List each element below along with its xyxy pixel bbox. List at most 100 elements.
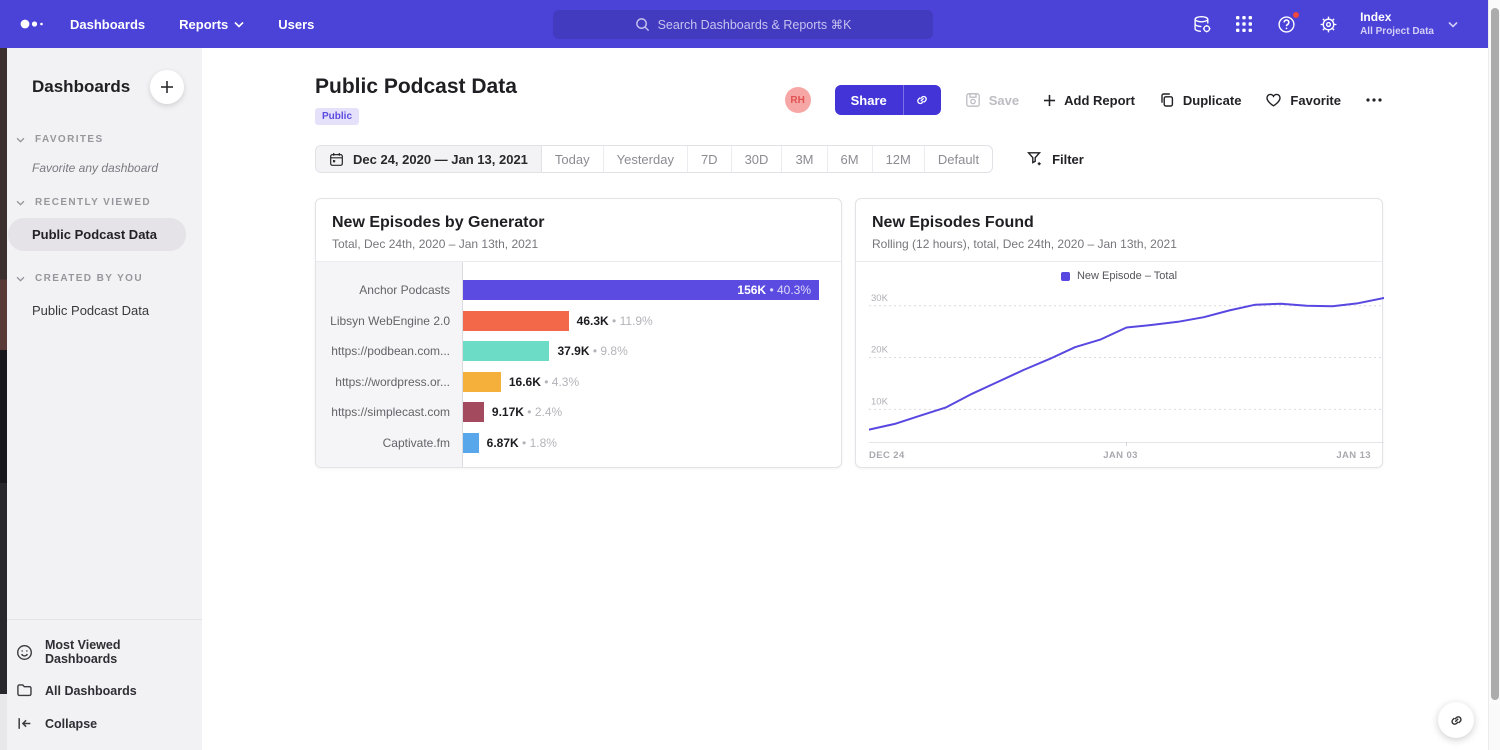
bar-chart-title: New Episodes by Generator	[332, 214, 825, 232]
bar[interactable]	[463, 402, 484, 422]
bar[interactable]	[463, 372, 501, 392]
sidebar: Dashboards FAVORITES Favorite any dashbo…	[0, 48, 202, 750]
more-options-button[interactable]	[1365, 97, 1383, 103]
line-chart-card: New Episodes Found Rolling (12 hours), t…	[855, 198, 1383, 468]
x-tick-label: JAN 03	[1103, 450, 1138, 461]
nav-dashboards[interactable]: Dashboards	[70, 17, 145, 32]
favorite-button[interactable]: Favorite	[1265, 92, 1341, 108]
preset-3m[interactable]: 3M	[782, 146, 827, 172]
bar[interactable]	[463, 433, 479, 453]
preset-default[interactable]: Default	[925, 146, 992, 172]
section-recently-viewed[interactable]: RECENTLY VIEWED	[0, 197, 202, 208]
x-tick-label: DEC 24	[869, 450, 905, 461]
legend-swatch	[1061, 272, 1070, 281]
svg-text:30K: 30K	[871, 293, 889, 304]
filter-funnel-icon	[1027, 151, 1043, 167]
collapse-sidebar-button[interactable]: Collapse	[0, 707, 202, 740]
preset-12m[interactable]: 12M	[873, 146, 925, 172]
svg-text:10K: 10K	[871, 396, 889, 407]
share-link-button[interactable]	[903, 85, 941, 115]
plus-icon	[160, 80, 174, 94]
search-placeholder: Search Dashboards & Reports ⌘K	[658, 17, 852, 32]
page-scrollbar[interactable]	[1488, 0, 1500, 750]
date-presets: TodayYesterday7D30D3M6M12MDefault	[542, 146, 992, 172]
all-dashboards-button[interactable]: All Dashboards	[0, 674, 202, 707]
bar-category-label: Captivate.fm	[316, 436, 463, 450]
ellipsis-icon	[1365, 97, 1383, 103]
bar-row: Captivate.fm6.87K • 1.8%	[316, 428, 841, 459]
bar[interactable]	[463, 341, 549, 361]
main-content: Public Podcast Data Public RH Share	[202, 48, 1500, 750]
share-button[interactable]: Share	[835, 85, 941, 115]
duplicate-button[interactable]: Duplicate	[1159, 92, 1242, 108]
filter-button[interactable]: Filter	[1027, 151, 1084, 167]
line-plot: 10K 20K 30K	[856, 284, 1382, 447]
bar-row: https://podbean.com... 37.9K • 9.8%	[316, 336, 841, 367]
bar-value-label: 16.6K • 4.3%	[509, 375, 579, 389]
link-icon	[914, 92, 930, 108]
avatar[interactable]: RH	[785, 87, 811, 113]
project-name: Index	[1360, 10, 1434, 25]
visibility-badge: Public	[315, 108, 359, 125]
legend-label: New Episode – Total	[1077, 270, 1177, 282]
sidebar-item-public-podcast-data-2[interactable]: Public Podcast Data	[0, 294, 202, 327]
chevron-down-icon	[16, 276, 25, 282]
bar-rows: Anchor Podcasts 156K • 40.3% Libsyn WebEng…	[316, 262, 841, 458]
most-viewed-dashboards-button[interactable]: Most Viewed Dashboards	[0, 630, 202, 674]
preset-6m[interactable]: 6M	[828, 146, 873, 172]
apps-grid-icon[interactable]	[1234, 14, 1254, 34]
help-icon[interactable]	[1276, 14, 1296, 34]
project-subtitle: All Project Data	[1360, 25, 1434, 38]
nav-reports[interactable]: Reports	[179, 17, 244, 32]
bar-value-label: 156K • 40.3%	[737, 283, 811, 297]
bar-row: Libsyn WebEngine 2.046.3K • 11.9%	[316, 306, 841, 337]
add-report-button[interactable]: Add Report	[1043, 93, 1135, 108]
copy-link-floating-button[interactable]	[1438, 702, 1474, 738]
bar[interactable]: 156K • 40.3%	[463, 280, 819, 300]
page-title: Public Podcast Data	[315, 75, 517, 99]
save-button[interactable]: Save	[965, 92, 1019, 108]
nav-users[interactable]: Users	[278, 17, 314, 32]
project-switcher[interactable]: Index All Project Data	[1360, 10, 1458, 38]
chevron-down-icon	[16, 200, 25, 206]
bar[interactable]	[463, 311, 569, 331]
bar-category-label: https://simplecast.com	[316, 405, 463, 419]
add-dashboard-button[interactable]	[150, 70, 184, 104]
preset-7d[interactable]: 7D	[688, 146, 732, 172]
x-tick-label: JAN 13	[1336, 450, 1371, 461]
line-chart-title: New Episodes Found	[872, 214, 1366, 232]
data-sources-icon[interactable]	[1192, 14, 1212, 34]
app-logo-icon[interactable]	[20, 17, 46, 31]
search-input[interactable]: Search Dashboards & Reports ⌘K	[553, 10, 933, 39]
search-icon	[635, 17, 650, 32]
svg-text:20K: 20K	[871, 345, 889, 356]
bar-category-label: Anchor Podcasts	[316, 283, 463, 297]
scrollbar-thumb[interactable]	[1491, 8, 1499, 700]
app-window: Dashboards Reports Users Search Dashboar…	[0, 0, 1500, 750]
bar-category-label: https://wordpress.or...	[316, 375, 463, 389]
heart-icon	[1265, 92, 1282, 108]
chevron-down-icon	[1448, 21, 1458, 28]
date-range-button[interactable]: Dec 24, 2020 — Jan 13, 2021	[316, 146, 542, 172]
section-created-by-you[interactable]: CREATED BY YOU	[0, 273, 202, 284]
plus-icon	[1043, 94, 1056, 107]
sidebar-item-public-podcast-data[interactable]: Public Podcast Data	[8, 218, 186, 251]
bar-category-label: https://podbean.com...	[316, 344, 463, 358]
section-favorites[interactable]: FAVORITES	[0, 134, 202, 145]
preset-today[interactable]: Today	[542, 146, 604, 172]
bar-value-label: 37.9K • 9.8%	[557, 344, 627, 358]
save-icon	[965, 92, 981, 108]
date-range-control: Dec 24, 2020 — Jan 13, 2021 TodayYesterd…	[315, 145, 993, 173]
chart-legend[interactable]: New Episode – Total	[856, 262, 1382, 284]
bar-category-label: Libsyn WebEngine 2.0	[316, 314, 463, 328]
notification-dot	[1292, 11, 1300, 19]
smiley-icon	[16, 644, 33, 661]
preset-30d[interactable]: 30D	[732, 146, 783, 172]
window-edge-strip	[0, 48, 7, 750]
bar-row: https://wordpress.or... 16.6K • 4.3%	[316, 367, 841, 398]
settings-gear-icon[interactable]	[1318, 14, 1338, 34]
preset-yesterday[interactable]: Yesterday	[604, 146, 688, 172]
toolbar: Dec 24, 2020 — Jan 13, 2021 TodayYesterd…	[315, 145, 1383, 173]
chevron-down-icon	[234, 21, 244, 28]
link-icon	[1448, 712, 1465, 729]
